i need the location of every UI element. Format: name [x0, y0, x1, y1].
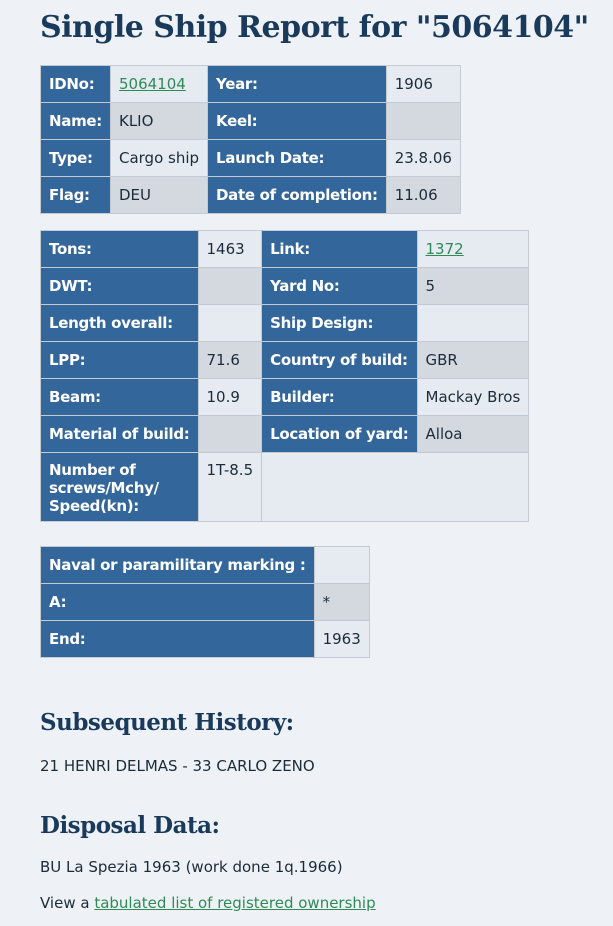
country-of-build-value: GBR: [416, 341, 530, 379]
lpp-label: LPP:: [40, 341, 199, 379]
material-label: Material of build:: [40, 415, 199, 453]
end-label: End:: [40, 620, 315, 658]
dwt-label: DWT:: [40, 267, 199, 305]
page-title: Single Ship Report for "5064104": [40, 10, 589, 45]
beam-value: 10.9: [197, 378, 263, 416]
length-overall-value: [197, 304, 263, 342]
naval-marking-label: Naval or paramilitary marking :: [40, 546, 315, 584]
ownership-prefix: View a: [40, 894, 95, 912]
link-1372[interactable]: 1372: [425, 240, 464, 258]
idno-value: 5064104: [109, 65, 209, 103]
completion-date-label: Date of completion:: [207, 176, 387, 214]
keel-label: Keel:: [207, 102, 387, 140]
country-of-build-label: Country of build:: [261, 341, 418, 379]
year-label: Year:: [207, 65, 387, 103]
table-row: Tons: 1463 Link: 1372: [40, 230, 530, 268]
flag-label: Flag:: [40, 176, 111, 214]
table-row: Length overall: Ship Design:: [40, 304, 530, 342]
ownership-line: View a tabulated list of registered owne…: [40, 894, 376, 912]
table-row: IDNo: 5064104 Year: 1906: [40, 65, 461, 103]
table-row: LPP: 71.6 Country of build: GBR: [40, 341, 530, 379]
name-value: KLIO: [109, 102, 209, 140]
tons-value: 1463: [197, 230, 263, 268]
naval-marking-table: Naval or paramilitary marking : A: * End…: [40, 546, 370, 658]
yard-no-value: 5: [416, 267, 530, 305]
disposal-data-text: BU La Spezia 1963 (work done 1q.1966): [40, 858, 343, 876]
table-row: Name: KLIO Keel:: [40, 102, 461, 140]
length-overall-label: Length overall:: [40, 304, 199, 342]
ship-identity-table: IDNo: 5064104 Year: 1906 Name: KLIO Keel…: [40, 65, 461, 214]
year-value: 1906: [385, 65, 461, 103]
completion-date-value: 11.06: [385, 176, 461, 214]
link-label: Link:: [261, 230, 418, 268]
location-of-yard-value: Alloa: [416, 415, 530, 453]
a-value: *: [313, 583, 370, 621]
table-row: Number of screws/Mchy/ Speed(kn): 1T-8.5: [40, 452, 530, 522]
ship-design-value: [416, 304, 530, 342]
table-row: Flag: DEU Date of completion: 11.06: [40, 176, 461, 214]
beam-label: Beam:: [40, 378, 199, 416]
table-row: A: *: [40, 583, 370, 621]
link-value: 1372: [416, 230, 530, 268]
builder-label: Builder:: [261, 378, 418, 416]
launch-date-value: 23.8.06: [385, 139, 461, 177]
subsequent-history-heading: Subsequent History:: [40, 709, 294, 736]
keel-value: [385, 102, 461, 140]
flag-value: DEU: [109, 176, 209, 214]
screws-speed-value: 1T-8.5: [197, 452, 263, 522]
naval-marking-value: [313, 546, 370, 584]
ownership-link[interactable]: tabulated list of registered ownership: [94, 894, 376, 912]
end-value: 1963: [313, 620, 370, 658]
material-value: [197, 415, 263, 453]
screws-speed-label: Number of screws/Mchy/ Speed(kn):: [40, 452, 199, 522]
launch-date-label: Launch Date:: [207, 139, 387, 177]
table-row: Beam: 10.9 Builder: Mackay Bros: [40, 378, 530, 416]
table-row: DWT: Yard No: 5: [40, 267, 530, 305]
table-row: Naval or paramilitary marking :: [40, 546, 370, 584]
idno-link[interactable]: 5064104: [118, 75, 186, 93]
a-label: A:: [40, 583, 315, 621]
table-row: End: 1963: [40, 620, 370, 658]
location-of-yard-label: Location of yard:: [261, 415, 418, 453]
yard-no-label: Yard No:: [261, 267, 418, 305]
disposal-data-heading: Disposal Data:: [40, 812, 220, 839]
dwt-value: [197, 267, 263, 305]
ship-dimensions-table: Tons: 1463 Link: 1372 DWT: Yard No: 5 Le…: [40, 230, 530, 522]
ship-design-label: Ship Design:: [261, 304, 418, 342]
table-row: Type: Cargo ship Launch Date: 23.8.06: [40, 139, 461, 177]
table-row: Material of build: Location of yard: All…: [40, 415, 530, 453]
type-label: Type:: [40, 139, 111, 177]
idno-label: IDNo:: [40, 65, 111, 103]
empty-cell: [261, 452, 530, 522]
subsequent-history-text: 21 HENRI DELMAS - 33 CARLO ZENO: [40, 757, 315, 775]
lpp-value: 71.6: [197, 341, 263, 379]
builder-value: Mackay Bros: [416, 378, 530, 416]
type-value: Cargo ship: [109, 139, 209, 177]
name-label: Name:: [40, 102, 111, 140]
tons-label: Tons:: [40, 230, 199, 268]
